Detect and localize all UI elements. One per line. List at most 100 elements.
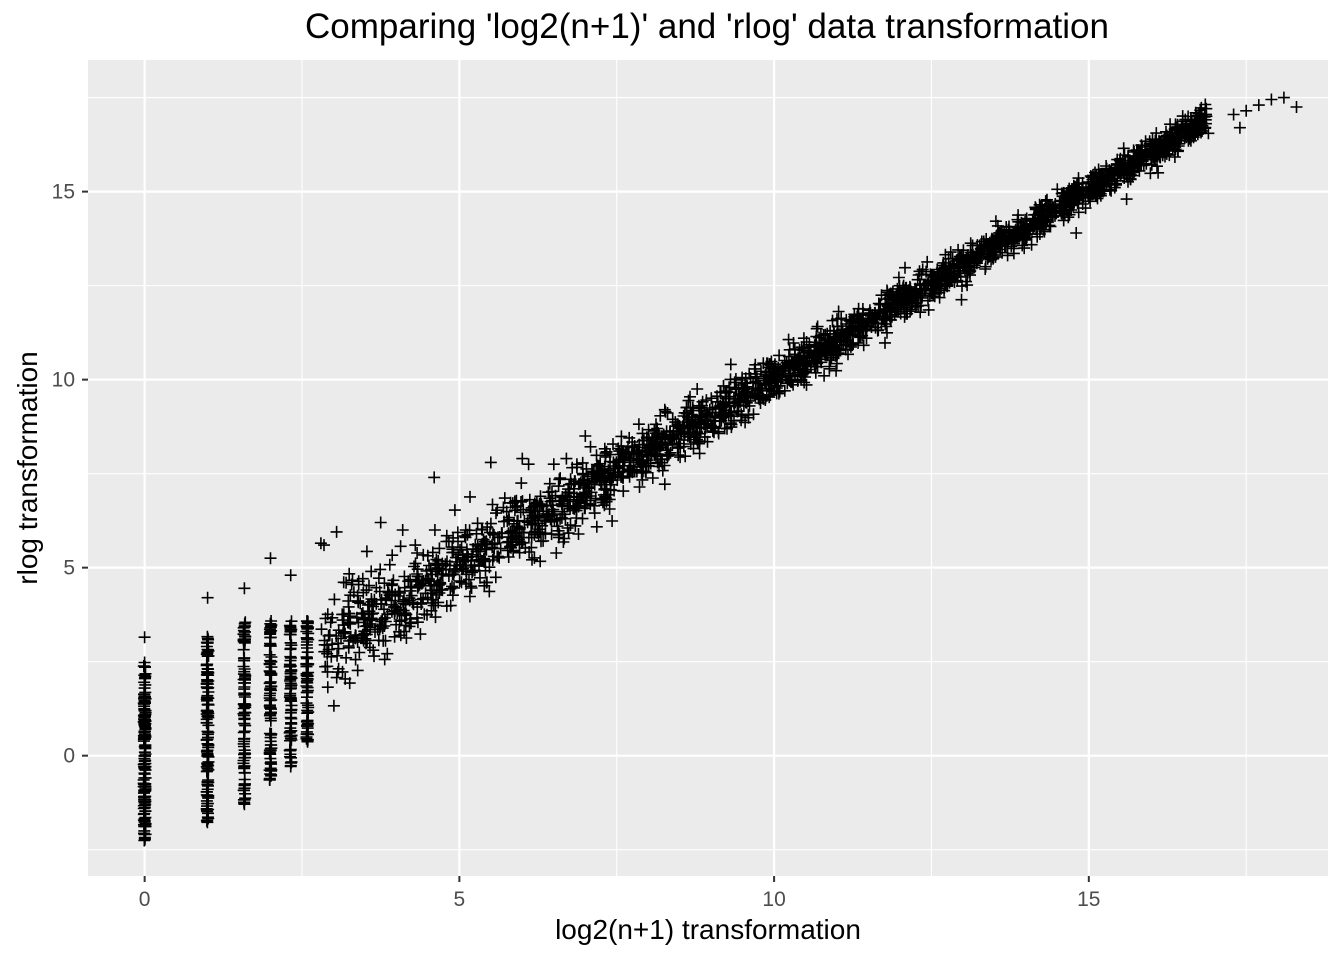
data-point: [318, 645, 331, 658]
y-tick-label: 15: [52, 181, 75, 204]
outlier-point: [340, 576, 353, 589]
data-point: [586, 468, 599, 481]
data-point: [466, 566, 479, 579]
data-point: [330, 671, 343, 684]
data-point: [326, 638, 339, 651]
data-point: [661, 407, 674, 419]
data-point: [138, 691, 151, 704]
data-point: [359, 632, 372, 645]
outlier-point: [138, 631, 151, 644]
data-point: [404, 573, 417, 586]
data-point: [677, 410, 690, 422]
data-point: [285, 615, 298, 628]
data-point: [576, 467, 589, 480]
data-point: [138, 762, 151, 775]
data-point: [504, 525, 517, 538]
data-point: [378, 577, 391, 590]
data-point: [1171, 145, 1184, 158]
data-point: [139, 660, 151, 673]
outlier-point: [409, 539, 422, 552]
data-point: [615, 440, 628, 453]
outlier-point: [1227, 108, 1240, 121]
data-point: [480, 535, 493, 548]
data-point: [429, 611, 442, 624]
data-point: [577, 478, 590, 491]
data-point: [915, 268, 928, 281]
data-point: [846, 316, 859, 329]
data-point: [690, 420, 703, 433]
data-point: [237, 633, 250, 646]
data-point: [795, 341, 808, 354]
data-point: [696, 411, 709, 424]
data-point: [691, 433, 703, 446]
data-point: [576, 512, 589, 525]
data-point: [284, 734, 296, 747]
data-point: [1031, 230, 1044, 243]
data-point: [695, 399, 708, 412]
data-point: [201, 673, 214, 686]
data-point: [725, 418, 738, 431]
data-point: [331, 666, 344, 679]
data-point: [588, 470, 601, 483]
data-point: [471, 517, 484, 530]
data-point: [332, 637, 345, 650]
data-point: [346, 574, 359, 587]
outlier-point: [1070, 227, 1083, 239]
data-point: [809, 366, 822, 379]
data-point: [567, 502, 580, 515]
data-point: [377, 634, 390, 647]
outlier-point: [1277, 91, 1290, 104]
data-point: [800, 358, 813, 371]
data-point: [867, 316, 880, 328]
data-point: [1174, 123, 1187, 136]
data-point: [654, 453, 667, 466]
data-point: [588, 507, 601, 520]
data-point: [584, 440, 597, 453]
data-point: [1136, 141, 1149, 153]
data-point: [719, 392, 732, 405]
data-point: [455, 541, 468, 554]
data-point: [735, 379, 748, 391]
data-point: [643, 441, 656, 454]
data-point: [699, 422, 712, 434]
data-point: [807, 355, 820, 368]
data-point: [740, 396, 753, 409]
data-point: [839, 328, 852, 340]
data-point: [680, 407, 693, 420]
data-point: [1111, 153, 1124, 166]
data-point: [941, 280, 954, 293]
data-point: [525, 512, 538, 525]
outlier-point: [264, 552, 277, 565]
data-point: [201, 757, 214, 770]
data-point: [480, 576, 493, 589]
data-point: [663, 448, 675, 461]
data-point: [481, 521, 494, 534]
data-point: [918, 284, 931, 297]
data-point: [802, 344, 815, 357]
data-point: [942, 252, 955, 265]
data-point: [526, 553, 538, 566]
data-point: [922, 276, 935, 289]
data-point: [397, 597, 410, 610]
data-point: [378, 603, 390, 616]
data-point: [488, 537, 501, 550]
data-point: [534, 555, 547, 568]
data-point: [301, 733, 314, 746]
outlier-point: [1233, 121, 1246, 134]
data-point: [376, 622, 389, 635]
data-point: [711, 390, 723, 403]
outlier-point: [330, 525, 343, 538]
data-point: [718, 422, 731, 435]
outlier-point: [365, 565, 378, 578]
data-point: [604, 478, 617, 491]
data-point: [483, 585, 496, 598]
data-point: [518, 515, 531, 527]
data-point: [974, 242, 987, 255]
data-point: [444, 599, 457, 612]
data-point: [474, 571, 486, 584]
data-point: [607, 456, 620, 469]
data-point: [448, 504, 461, 517]
data-point: [363, 579, 375, 592]
data-point: [516, 495, 529, 508]
data-point: [357, 586, 370, 599]
